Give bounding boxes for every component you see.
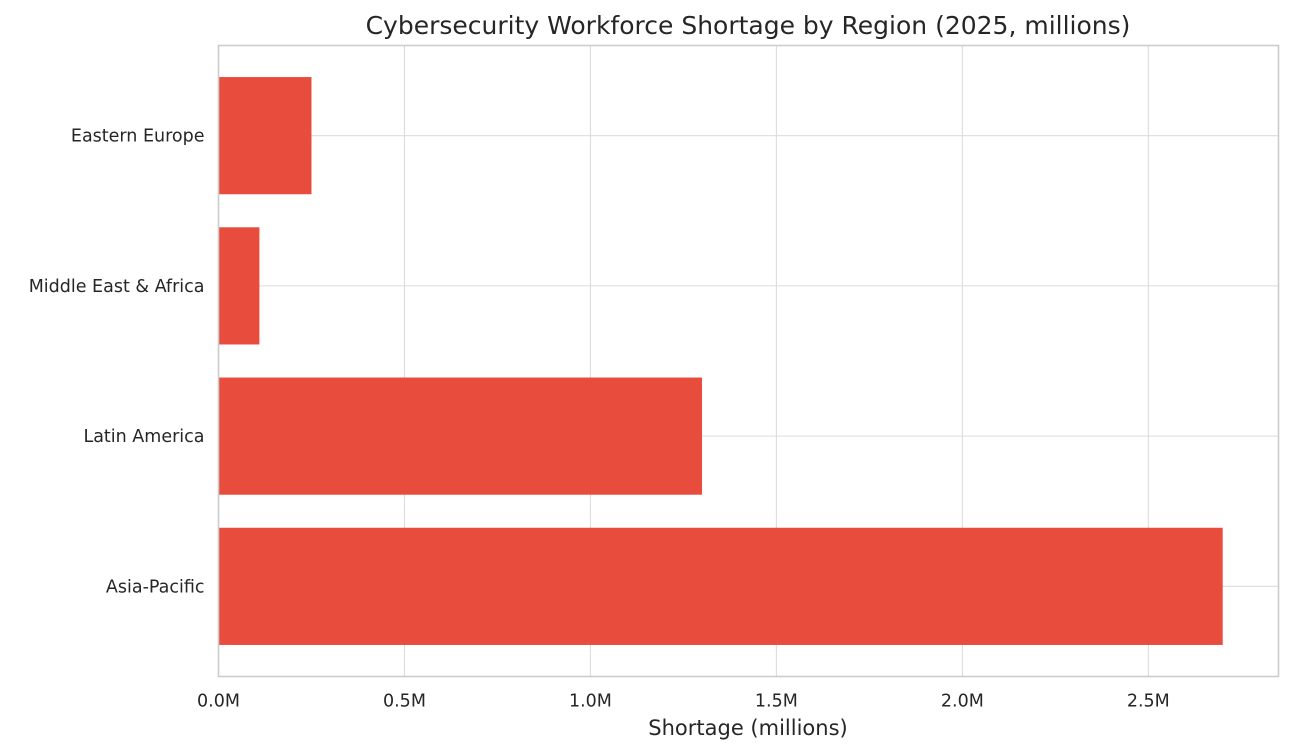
bar-middle-east-africa [218, 227, 260, 345]
y-tick-label: Eastern Europe [71, 127, 205, 147]
bar-asia-pacific [218, 527, 1223, 645]
x-tick-labels: 0.0M 0.5M 1.0M 1.5M 2.0M 2.5M [197, 692, 1170, 712]
x-tick-label: 2.0M [941, 692, 984, 712]
chart-title: Cybersecurity Workforce Shortage by Regi… [366, 11, 1131, 40]
x-tick-label: 1.5M [755, 692, 798, 712]
y-tick-label: Asia-Pacific [106, 577, 205, 597]
y-tick-label: Middle East & Africa [29, 277, 205, 297]
y-tick-label: Latin America [83, 427, 204, 447]
x-tick-label: 0.5M [383, 692, 426, 712]
x-tick-label: 2.5M [1127, 692, 1170, 712]
y-tick-labels: Asia-Pacific Latin America Middle East & A… [29, 127, 205, 598]
bar-latin-america [218, 377, 703, 495]
x-tick-label: 0.0M [197, 692, 240, 712]
plot-frame [217, 44, 1280, 678]
x-axis-label: Shortage (millions) [648, 716, 847, 740]
bars [218, 77, 1223, 645]
x-tick-label: 1.0M [569, 692, 612, 712]
bar-eastern-europe [218, 77, 312, 195]
